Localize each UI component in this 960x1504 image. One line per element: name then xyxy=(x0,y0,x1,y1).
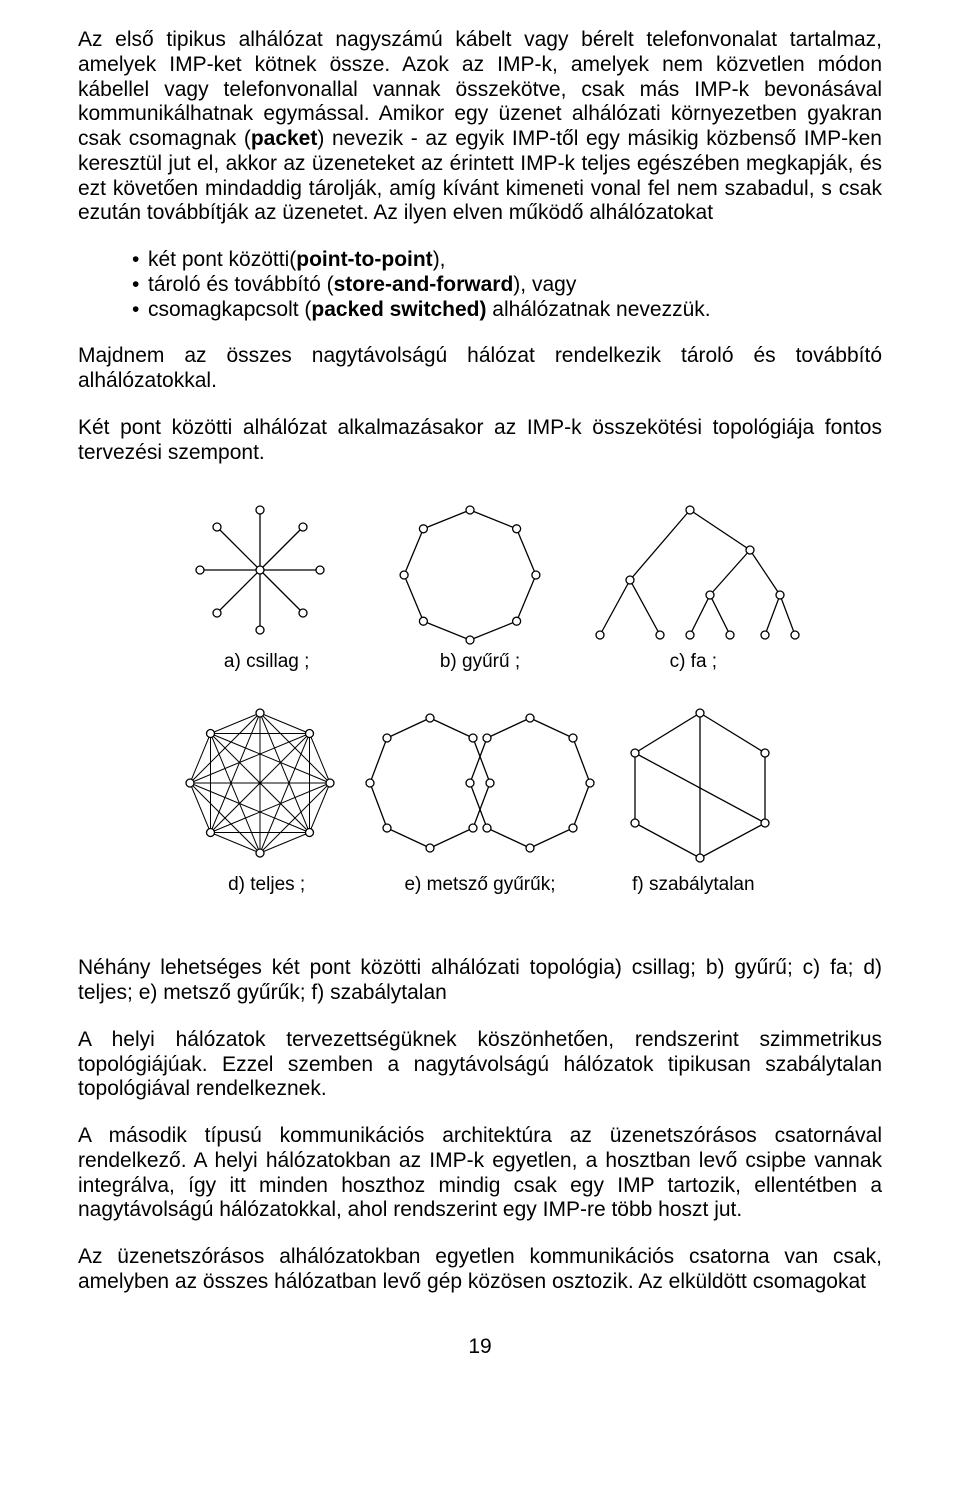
figure-captions-2: d) teljes ; e) metsző gyűrűk; f) szabály… xyxy=(160,874,800,896)
bullet-list: • két pont közötti(point-to-point), • tá… xyxy=(78,248,882,322)
paragraph: A helyi hálózatok tervezettségüknek kösz… xyxy=(78,1028,882,1102)
text: alhálózatnak nevezzük. xyxy=(486,298,710,321)
caption: a) csillag ; xyxy=(160,651,373,673)
text: ), xyxy=(433,248,446,271)
text: két pont közötti( xyxy=(148,248,296,271)
bold-packet: packet xyxy=(251,127,318,150)
caption: c) fa ; xyxy=(587,651,800,673)
paragraph-intro: Az első tipikus alhálózat nagyszámú kábe… xyxy=(78,28,882,226)
bullet-item: • tároló és továbbító (store-and-forward… xyxy=(132,273,882,298)
paragraph: Két pont közötti alhálózat alkalmazásako… xyxy=(78,416,882,466)
caption: d) teljes ; xyxy=(160,874,373,896)
tree-topology-icon xyxy=(580,495,800,645)
caption: b) gyűrű ; xyxy=(373,651,586,673)
bold: store-and-forward xyxy=(334,273,514,296)
ring-topology-icon xyxy=(370,495,570,645)
irregular-topology-icon xyxy=(600,698,800,868)
bullet-text: két pont közötti(point-to-point), xyxy=(148,248,882,273)
figure-captions-1: a) csillag ; b) gyűrű ; c) fa ; xyxy=(160,651,800,673)
bullet-dot-icon: • xyxy=(132,273,148,298)
text: tároló és továbbító ( xyxy=(148,273,334,296)
bullet-item: • két pont közötti(point-to-point), xyxy=(132,248,882,273)
bullet-item: • csomagkapcsolt (packed switched) alhál… xyxy=(132,298,882,323)
paragraph: A második típusú kommunikációs architekt… xyxy=(78,1124,882,1223)
complete-topology-icon xyxy=(160,698,360,868)
paragraph: Az üzenetszórásos alhálózatokban egyetle… xyxy=(78,1245,882,1295)
bullet-dot-icon: • xyxy=(132,248,148,273)
topology-figure: a) csillag ; b) gyűrű ; c) fa ; xyxy=(160,495,800,896)
bullet-text: csomagkapcsolt (packed switched) alhálóz… xyxy=(148,298,882,323)
bold: packed switched) xyxy=(311,298,486,321)
paragraph: Néhány lehetséges két pont közötti alhál… xyxy=(78,956,882,1006)
star-topology-icon xyxy=(160,495,360,645)
text: ), vagy xyxy=(513,273,576,296)
figure-row-2 xyxy=(160,698,800,868)
text: csomagkapcsolt ( xyxy=(148,298,311,321)
page-number: 19 xyxy=(78,1335,882,1360)
bullet-dot-icon: • xyxy=(132,298,148,323)
bold: point-to-point xyxy=(296,248,432,271)
intersecting-rings-topology-icon xyxy=(360,698,600,868)
paragraph: Majdnem az összes nagytávolságú hálózat … xyxy=(78,344,882,394)
bullet-text: tároló és továbbító (store-and-forward),… xyxy=(148,273,882,298)
figure-row-1 xyxy=(160,495,800,645)
caption: f) szabálytalan xyxy=(587,874,800,896)
caption: e) metsző gyűrűk; xyxy=(373,874,586,896)
